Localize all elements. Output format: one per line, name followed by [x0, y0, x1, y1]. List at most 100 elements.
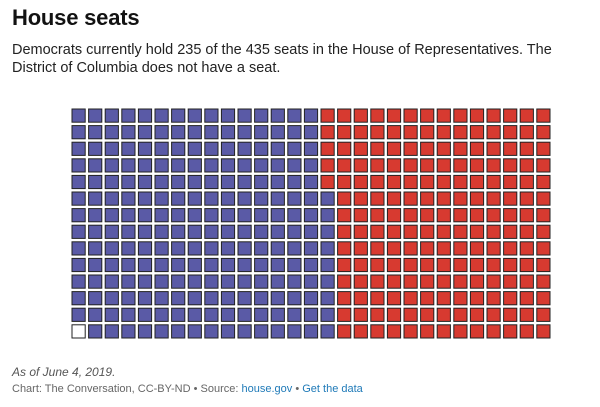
- seat-democrats: [204, 208, 219, 223]
- seat-democrats: [137, 208, 153, 223]
- seat-republicans: [370, 324, 385, 339]
- seat-republicans: [403, 224, 418, 239]
- seat-republicans: [353, 291, 368, 306]
- seat-republicans: [519, 208, 534, 223]
- seat-democrats: [254, 174, 269, 190]
- seat-republicans: [436, 191, 451, 206]
- seat-democrats: [154, 224, 169, 239]
- chart-subtitle: Democrats currently hold 235 of the 435 …: [12, 42, 552, 76]
- seat-democrats: [121, 108, 136, 123]
- seat-democrats: [171, 324, 186, 339]
- seat-democrats: [71, 274, 86, 289]
- seat-republicans: [386, 208, 402, 223]
- seat-democrats: [320, 224, 335, 239]
- seat-democrats: [254, 307, 269, 322]
- seat-democrats: [121, 307, 136, 322]
- chart-title: House seats: [12, 5, 140, 30]
- seat-republicans: [337, 257, 352, 273]
- source-label: Source:: [200, 383, 239, 395]
- seat-democrats: [220, 307, 236, 322]
- seat-republicans: [403, 257, 418, 273]
- seat-democrats: [320, 291, 335, 306]
- seat-republicans: [453, 141, 468, 156]
- seat-republicans: [453, 191, 468, 206]
- seat-republicans: [486, 291, 501, 306]
- seat-democrats: [237, 241, 252, 256]
- seat-republicans: [337, 125, 352, 140]
- seat-democrats: [287, 257, 302, 273]
- seat-democrats: [204, 174, 219, 190]
- source-link[interactable]: house.gov: [241, 383, 293, 395]
- seat-democrats: [237, 324, 252, 339]
- seat-republicans: [403, 241, 418, 256]
- seat-democrats: [270, 141, 285, 156]
- seat-democrats: [237, 158, 252, 173]
- seat-republicans: [503, 141, 518, 156]
- seat-republicans: [469, 208, 485, 223]
- seat-democrats: [137, 125, 153, 140]
- seat-democrats: [171, 241, 186, 256]
- seat-democrats: [154, 141, 169, 156]
- seat-republicans: [469, 191, 485, 206]
- date-note: As of June 4, 2019.: [12, 365, 116, 379]
- seat-democrats: [220, 108, 236, 123]
- seat-democrats: [303, 108, 319, 123]
- seat-democrats: [287, 141, 302, 156]
- seat-republicans: [503, 307, 518, 322]
- seat-republicans: [536, 141, 551, 156]
- seat-republicans: [453, 224, 468, 239]
- seat-democrats: [121, 191, 136, 206]
- seat-democrats: [71, 158, 86, 173]
- get-data-link[interactable]: Get the data: [302, 383, 363, 395]
- seat-democrats: [303, 174, 319, 190]
- seat-republicans: [536, 108, 551, 123]
- seat-republicans: [519, 307, 534, 322]
- seat-democrats: [171, 141, 186, 156]
- seat-democrats: [88, 307, 103, 322]
- seat-republicans: [320, 174, 335, 190]
- seat-republicans: [436, 274, 451, 289]
- seat-democrats: [270, 108, 285, 123]
- seat-republicans: [403, 291, 418, 306]
- seat-republicans: [436, 257, 451, 273]
- seat-republicans: [337, 224, 352, 239]
- seat-republicans: [320, 141, 335, 156]
- seat-democrats: [254, 324, 269, 339]
- seat-democrats: [287, 158, 302, 173]
- seat-republicans: [403, 125, 418, 140]
- seat-republicans: [386, 224, 402, 239]
- seat-democrats: [187, 158, 202, 173]
- seat-democrats: [104, 324, 119, 339]
- seat-democrats: [270, 125, 285, 140]
- seat-democrats: [137, 141, 153, 156]
- seat-democrats: [171, 274, 186, 289]
- seat-republicans: [353, 241, 368, 256]
- seat-republicans: [353, 307, 368, 322]
- separator-dot: •: [295, 383, 303, 395]
- seat-democrats: [237, 224, 252, 239]
- seat-republicans: [503, 291, 518, 306]
- seat-democrats: [287, 125, 302, 140]
- seat-democrats: [237, 274, 252, 289]
- seat-democrats: [220, 224, 236, 239]
- seat-democrats: [270, 224, 285, 239]
- seat-republicans: [486, 141, 501, 156]
- seat-democrats: [320, 257, 335, 273]
- seat-democrats: [187, 307, 202, 322]
- seat-republicans: [536, 191, 551, 206]
- seat-republicans: [486, 208, 501, 223]
- seat-republicans: [436, 125, 451, 140]
- seat-democrats: [237, 174, 252, 190]
- seat-democrats: [320, 241, 335, 256]
- seat-democrats: [88, 174, 103, 190]
- seat-republicans: [353, 224, 368, 239]
- seat-democrats: [171, 224, 186, 239]
- seat-democrats: [287, 191, 302, 206]
- seat-democrats: [187, 274, 202, 289]
- seat-republicans: [386, 291, 402, 306]
- seat-democrats: [121, 274, 136, 289]
- seat-republicans: [386, 158, 402, 173]
- seat-republicans: [469, 125, 485, 140]
- seat-democrats: [254, 224, 269, 239]
- seat-republicans: [436, 224, 451, 239]
